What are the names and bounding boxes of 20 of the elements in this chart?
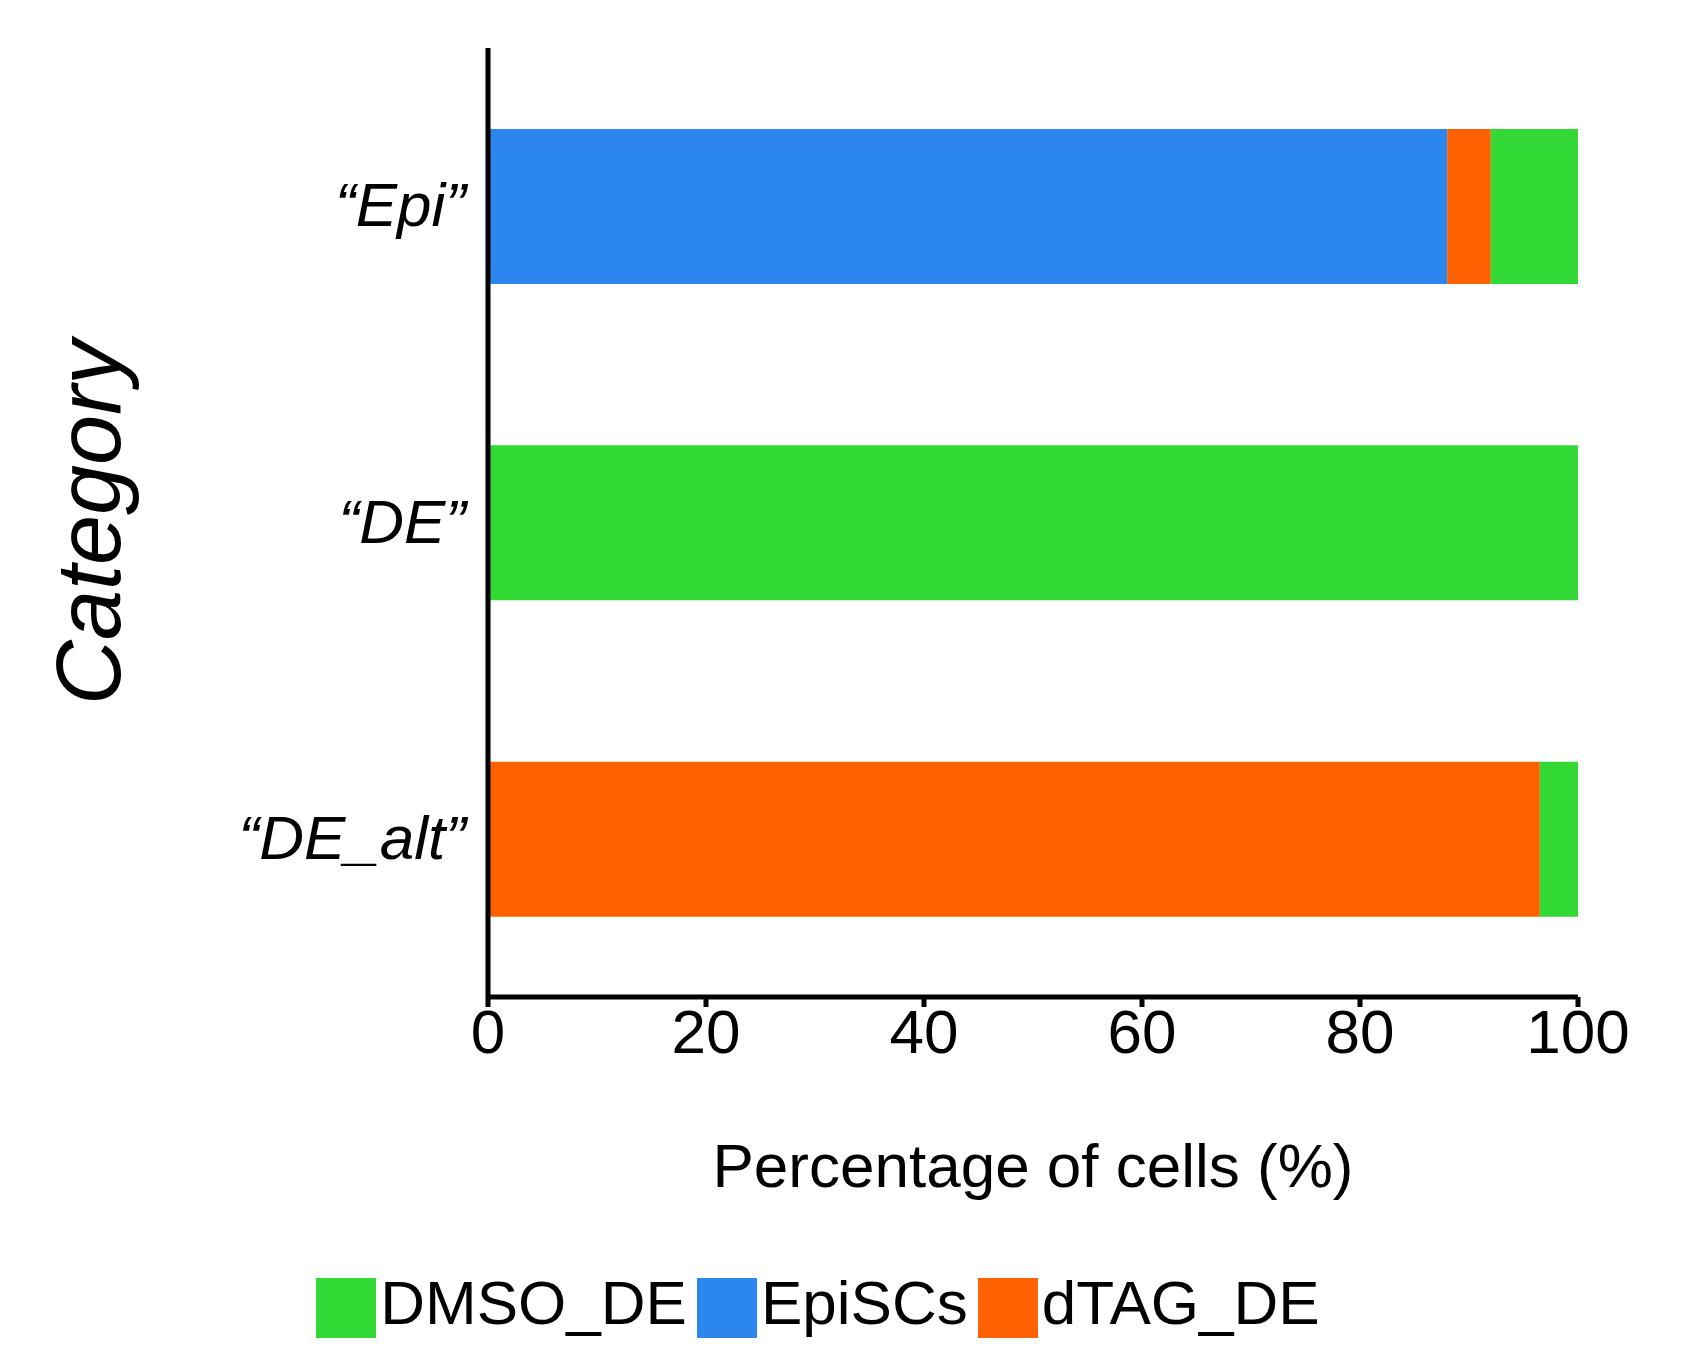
x-tick-label: 80 — [1325, 997, 1395, 1067]
legend-label: dTAG_DE — [1041, 1268, 1320, 1337]
y-tick-label: “DE_alt” — [238, 802, 469, 872]
x-tick-label: 40 — [889, 997, 959, 1067]
legend-label: EpiSCs — [760, 1268, 968, 1337]
bar — [488, 761, 1540, 917]
x-tick-label: 0 — [470, 997, 506, 1067]
bar — [1447, 129, 1491, 284]
bar — [1539, 761, 1578, 917]
bar — [488, 445, 1578, 601]
x-tick-label: 20 — [671, 997, 741, 1067]
bar — [488, 129, 1448, 284]
x-tick-label: 100 — [1526, 997, 1630, 1067]
y-axis-title: Category — [38, 334, 139, 706]
x-tick-label: 60 — [1107, 997, 1177, 1067]
x-axis-title: Percentage of cells (%) — [712, 1131, 1354, 1200]
legend-label: DMSO_DE — [380, 1268, 687, 1337]
bar — [1490, 129, 1578, 284]
y-tick-label: “DE” — [338, 486, 469, 556]
y-tick-label: “Epi” — [335, 170, 469, 240]
